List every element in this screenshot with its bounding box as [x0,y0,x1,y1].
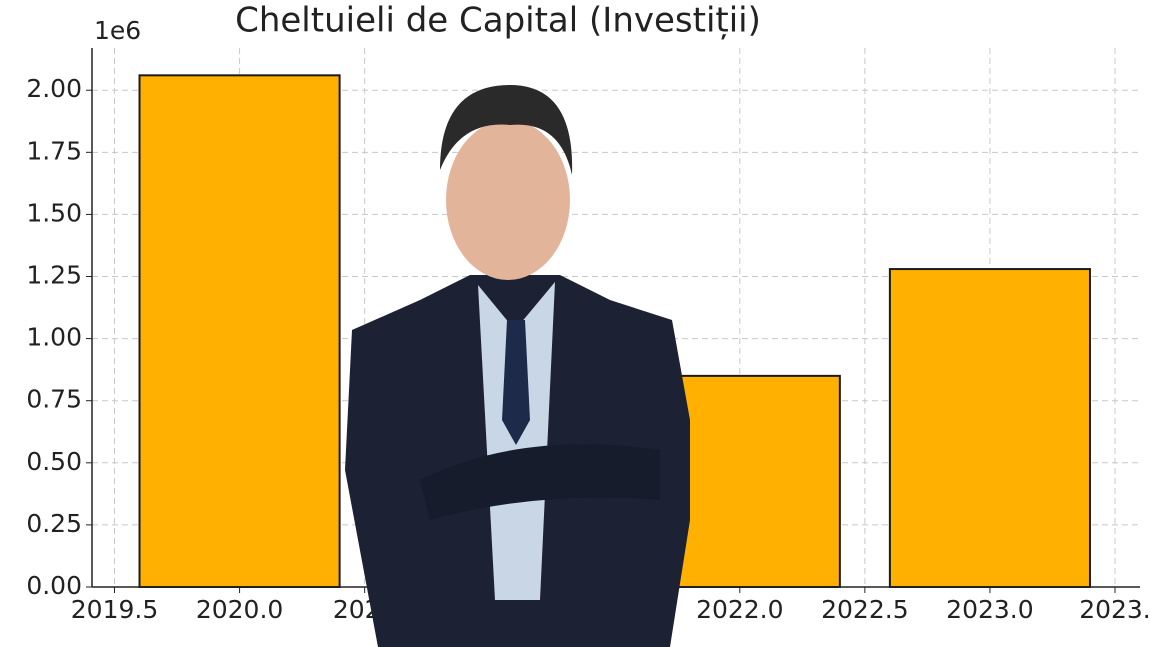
y-tick-label: 0.75 [26,385,82,414]
bar [138,74,341,589]
y-offset-label: 1e6 [94,16,141,45]
x-tick-label: 2023. [1079,595,1150,624]
y-tick-label: 1.25 [26,261,82,290]
y-tick-label: 2.00 [26,74,82,103]
x-tick-label: 2023.0 [946,595,1033,624]
y-tick-label: 0.00 [26,571,82,600]
chart-title: Cheltuieli de Capital (Investiții) [235,1,761,41]
arms [420,444,660,520]
face [446,120,570,280]
y-tick-label: 1.50 [26,198,82,227]
tie [502,320,530,445]
y-tick-label: 0.25 [26,509,82,538]
hair [440,85,573,175]
x-tick-label: 2019.5 [71,595,158,624]
x-tick-label: 2020.0 [196,595,283,624]
y-tick-label: 1.00 [26,323,82,352]
x-tick-label: 2022.0 [696,595,783,624]
x-tick-label: 2022.5 [821,595,908,624]
y-tick-label: 1.75 [26,136,82,165]
y-tick-label: 0.50 [26,447,82,476]
bar [888,268,1091,588]
